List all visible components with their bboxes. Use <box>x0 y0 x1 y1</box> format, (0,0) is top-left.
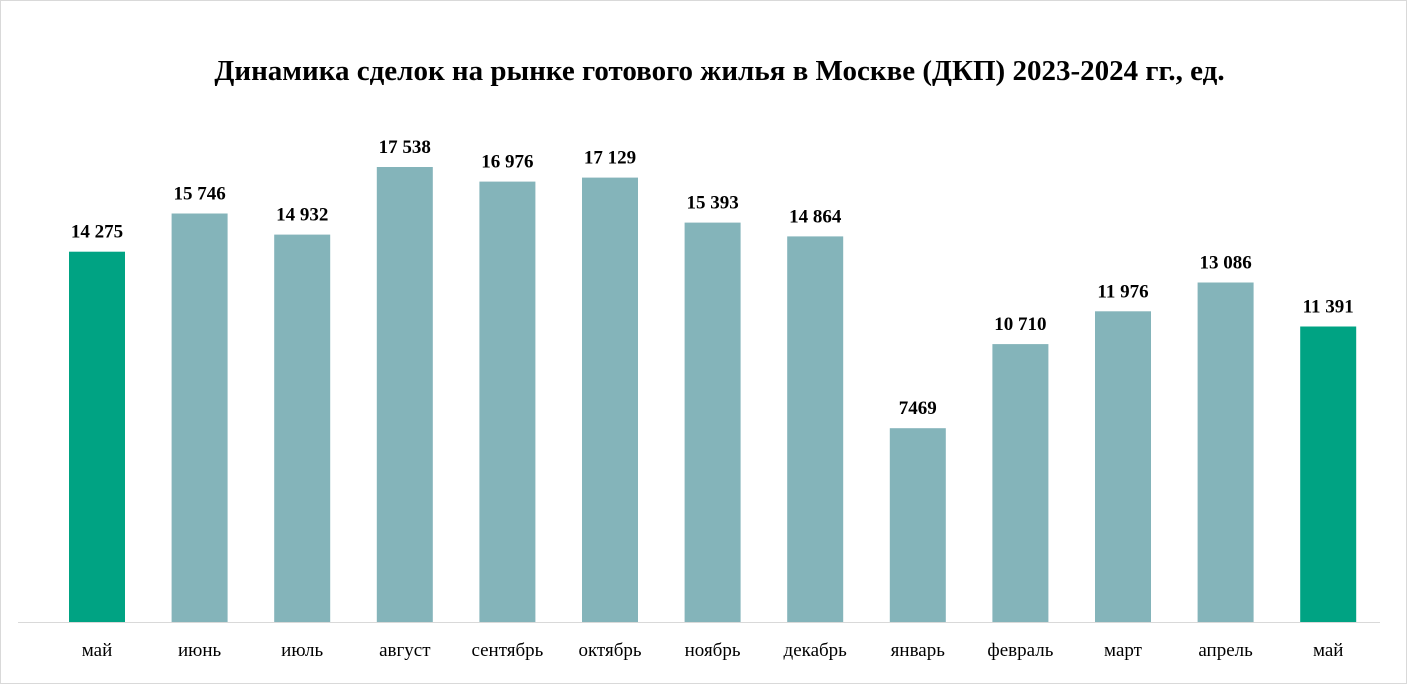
bar-2 <box>274 234 331 622</box>
bar-0 <box>69 251 125 622</box>
x-tick-label-5: октябрь <box>578 640 641 661</box>
bar-value-label-0: 14 275 <box>71 222 123 243</box>
bar-value-label-3: 17 538 <box>379 137 431 158</box>
bar-5 <box>582 177 638 622</box>
x-tick-label-4: сентябрь <box>471 640 543 661</box>
bar-7 <box>787 236 844 622</box>
bar-value-label-1: 15 746 <box>173 184 225 205</box>
bar-1 <box>171 213 228 622</box>
bar-value-label-2: 14 932 <box>276 205 328 226</box>
x-tick-label-6: ноябрь <box>685 640 741 661</box>
bar-11 <box>1197 282 1254 622</box>
bar-10 <box>1095 311 1151 622</box>
bar-value-label-6: 15 393 <box>686 193 738 214</box>
bar-value-label-8: 7469 <box>899 398 937 419</box>
bar-value-label-9: 10 710 <box>994 314 1046 335</box>
bar-9 <box>992 344 1049 622</box>
x-tick-label-1: июнь <box>178 640 222 661</box>
x-tick-label-11: апрель <box>1198 640 1253 661</box>
x-tick-label-8: январь <box>891 640 946 661</box>
x-tick-label-2: июль <box>281 640 323 661</box>
bar-value-label-11: 13 086 <box>1199 253 1251 274</box>
bar-12 <box>1300 326 1357 622</box>
x-tick-label-0: май <box>82 640 113 661</box>
x-tick-label-9: февраль <box>987 640 1053 661</box>
bar-value-label-5: 17 129 <box>584 148 636 169</box>
bar-6 <box>684 222 741 622</box>
x-tick-label-10: март <box>1104 640 1143 661</box>
x-tick-label-3: август <box>379 640 431 661</box>
x-tick-label-12: май <box>1313 640 1344 661</box>
chart-title: Динамика сделок на рынке готового жилья … <box>214 55 1225 87</box>
bar-value-label-10: 11 976 <box>1097 281 1148 302</box>
bar-value-label-7: 14 864 <box>789 206 842 227</box>
bar-8 <box>889 428 946 622</box>
bar-4 <box>479 181 536 622</box>
bar-value-label-12: 11 391 <box>1303 297 1354 318</box>
bar-3 <box>376 167 433 622</box>
x-tick-label-7: декабрь <box>784 640 848 661</box>
bar-value-label-4: 16 976 <box>481 152 533 173</box>
